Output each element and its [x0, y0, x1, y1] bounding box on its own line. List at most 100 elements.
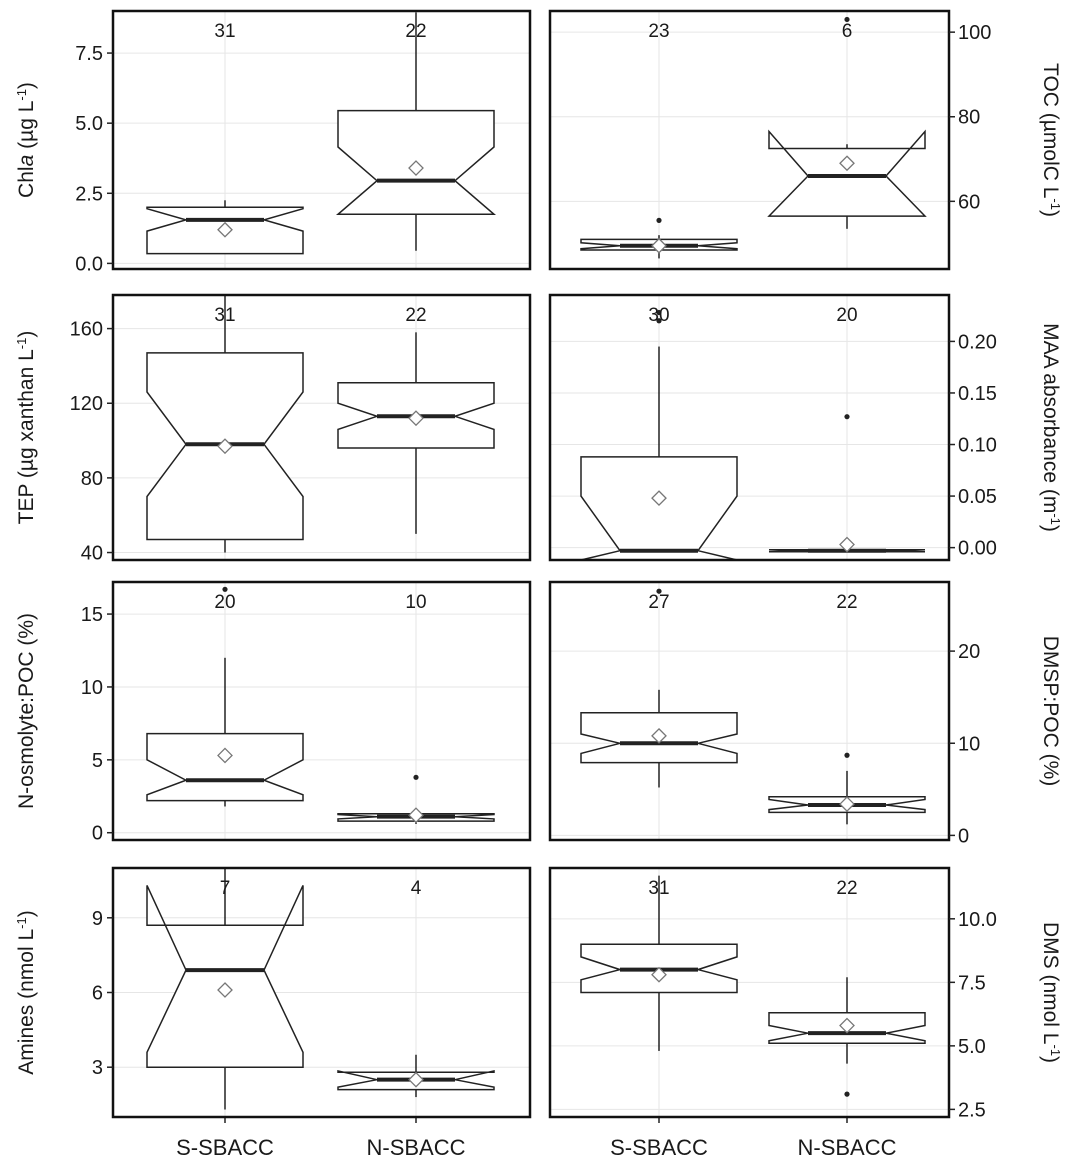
- box-n-sbacc: 22: [335, 12, 497, 251]
- y-axis-title: TOC (µmolC L-1): [1039, 63, 1064, 217]
- y-axis-title: Chla (µg L-1): [14, 82, 39, 198]
- sample-size-label: 31: [214, 21, 235, 42]
- x-axis-category-labels: S-SBACC N-SBACC S-SBACC N-SBACC: [176, 1117, 897, 1160]
- mean-marker: [217, 221, 233, 238]
- y-tick-label: 10: [958, 733, 980, 755]
- box-s-sbacc: 31: [146, 21, 304, 255]
- mean-marker: [651, 727, 667, 744]
- box-body: [146, 885, 304, 1068]
- mean-marker: [839, 536, 855, 553]
- box-s-sbacc: 30: [580, 305, 738, 561]
- sample-size-label: 31: [214, 305, 235, 326]
- panel-3: 31 22 40 80 120 160 TEP (µg xanthan L-1): [14, 293, 532, 565]
- y-tick-label: 0.20: [958, 331, 997, 353]
- mean-marker: [408, 410, 424, 427]
- box-s-sbacc: 23: [580, 21, 738, 259]
- outlier-point: [844, 16, 850, 23]
- x-category-label: N-SBACC: [797, 1135, 896, 1160]
- mean-marker: [839, 155, 855, 172]
- y-tick-label: 15: [81, 604, 103, 626]
- mean-marker: [839, 1017, 855, 1034]
- box-body: [146, 732, 304, 802]
- mean-marker: [408, 1071, 424, 1088]
- y-tick-label: 60: [958, 191, 980, 213]
- mean-marker: [839, 796, 855, 812]
- y-tick-label: 6: [92, 983, 103, 1005]
- y-axis-title: DMSP:POC (%): [1039, 636, 1062, 787]
- y-tick-label: 9: [92, 908, 103, 930]
- box-n-sbacc: 22: [337, 305, 495, 534]
- sample-size-label: 7: [220, 878, 231, 899]
- sample-size-label: 22: [836, 592, 857, 613]
- panel-frame: [548, 866, 951, 1119]
- panel-8: 31 22 2.5 5.0 7.5 10.0 DMS (nmol L-1): [548, 866, 1064, 1121]
- panel-2: 23 6 60 80 100 TOC (µmolC L-1): [548, 9, 1064, 271]
- box-n-sbacc: 4: [337, 878, 495, 1098]
- x-category-label: S-SBACC: [610, 1135, 708, 1160]
- sample-size-label: 30: [648, 305, 669, 326]
- sample-size-label: 10: [405, 592, 426, 613]
- panel-4: 30 20 0.00 0.05 0.10 0.15 0.20 MAA absorbance (…: [548, 293, 1064, 562]
- box-body: [767, 129, 927, 217]
- y-tick-label: 0.10: [958, 435, 997, 457]
- panel-frame: [548, 293, 951, 562]
- y-tick-label: 120: [70, 393, 103, 415]
- y-axis-title: MAA absorbance (m-1): [1039, 323, 1064, 532]
- box-s-sbacc: 31: [146, 295, 304, 553]
- y-tick-label: 10: [81, 677, 103, 699]
- y-tick-label: 0: [92, 823, 103, 845]
- panel-frame: [548, 9, 951, 271]
- outlier-point: [844, 752, 850, 758]
- panel-frame: [111, 9, 532, 271]
- sample-size-label: 22: [836, 878, 857, 899]
- y-tick-label: 7.5: [958, 972, 986, 994]
- y-tick-label: 80: [81, 468, 103, 490]
- y-tick-label: 80: [958, 107, 980, 129]
- y-tick-label: 0.0: [75, 253, 103, 275]
- box-n-sbacc: 6: [767, 16, 927, 229]
- box-s-sbacc: 20: [146, 586, 304, 807]
- y-tick-label: 160: [70, 319, 103, 341]
- sample-size-label: 4: [411, 878, 422, 899]
- y-tick-label: 0.00: [958, 538, 997, 560]
- panel-6: 27 22 0 10 20 DMSP:POC (%): [548, 580, 1062, 847]
- sample-size-label: 22: [405, 21, 426, 42]
- sample-size-label: 20: [214, 592, 235, 613]
- box-s-sbacc: 7: [146, 868, 304, 1110]
- panel-7: 7 4 3 6 9 Amines (nmol L-1): [14, 866, 532, 1119]
- y-tick-label: 5.0: [958, 1036, 986, 1058]
- sample-size-label: 31: [648, 878, 669, 899]
- y-tick-label: 10.0: [958, 909, 997, 931]
- box-body: [580, 456, 738, 561]
- box-s-sbacc: 27: [580, 588, 738, 788]
- outlier-point: [222, 586, 228, 592]
- outlier-point: [656, 217, 662, 223]
- mean-marker: [651, 490, 667, 507]
- mean-marker: [217, 438, 233, 455]
- sample-size-label: 20: [836, 305, 857, 326]
- sample-size-label: 22: [405, 305, 426, 326]
- box-n-sbacc: 22: [768, 592, 926, 825]
- box-n-sbacc: 22: [768, 878, 926, 1097]
- y-tick-label: 40: [81, 543, 103, 565]
- mean-marker: [408, 807, 424, 824]
- sample-size-label: 27: [648, 592, 669, 613]
- y-tick-label: 7.5: [75, 43, 103, 65]
- x-category-label: S-SBACC: [176, 1135, 274, 1160]
- box-n-sbacc: 10: [337, 592, 495, 824]
- y-axis-title: DMS (nmol L-1): [1039, 922, 1064, 1063]
- y-tick-label: 5.0: [75, 113, 103, 135]
- sample-size-label: 6: [842, 21, 853, 42]
- sample-size-label: 23: [648, 21, 669, 42]
- mean-marker: [217, 747, 233, 764]
- panel-1: 31 22 0.0 2.5 5.0 7.5 Chla (µg L-1): [14, 9, 532, 275]
- mean-marker: [217, 982, 233, 998]
- y-tick-label: 20: [958, 641, 980, 663]
- mean-marker: [651, 237, 667, 254]
- y-tick-label: 3: [92, 1057, 103, 1079]
- y-tick-label: 0.05: [958, 486, 997, 508]
- outlier-point: [844, 1091, 850, 1097]
- y-axis-title: Amines (nmol L-1): [14, 910, 39, 1074]
